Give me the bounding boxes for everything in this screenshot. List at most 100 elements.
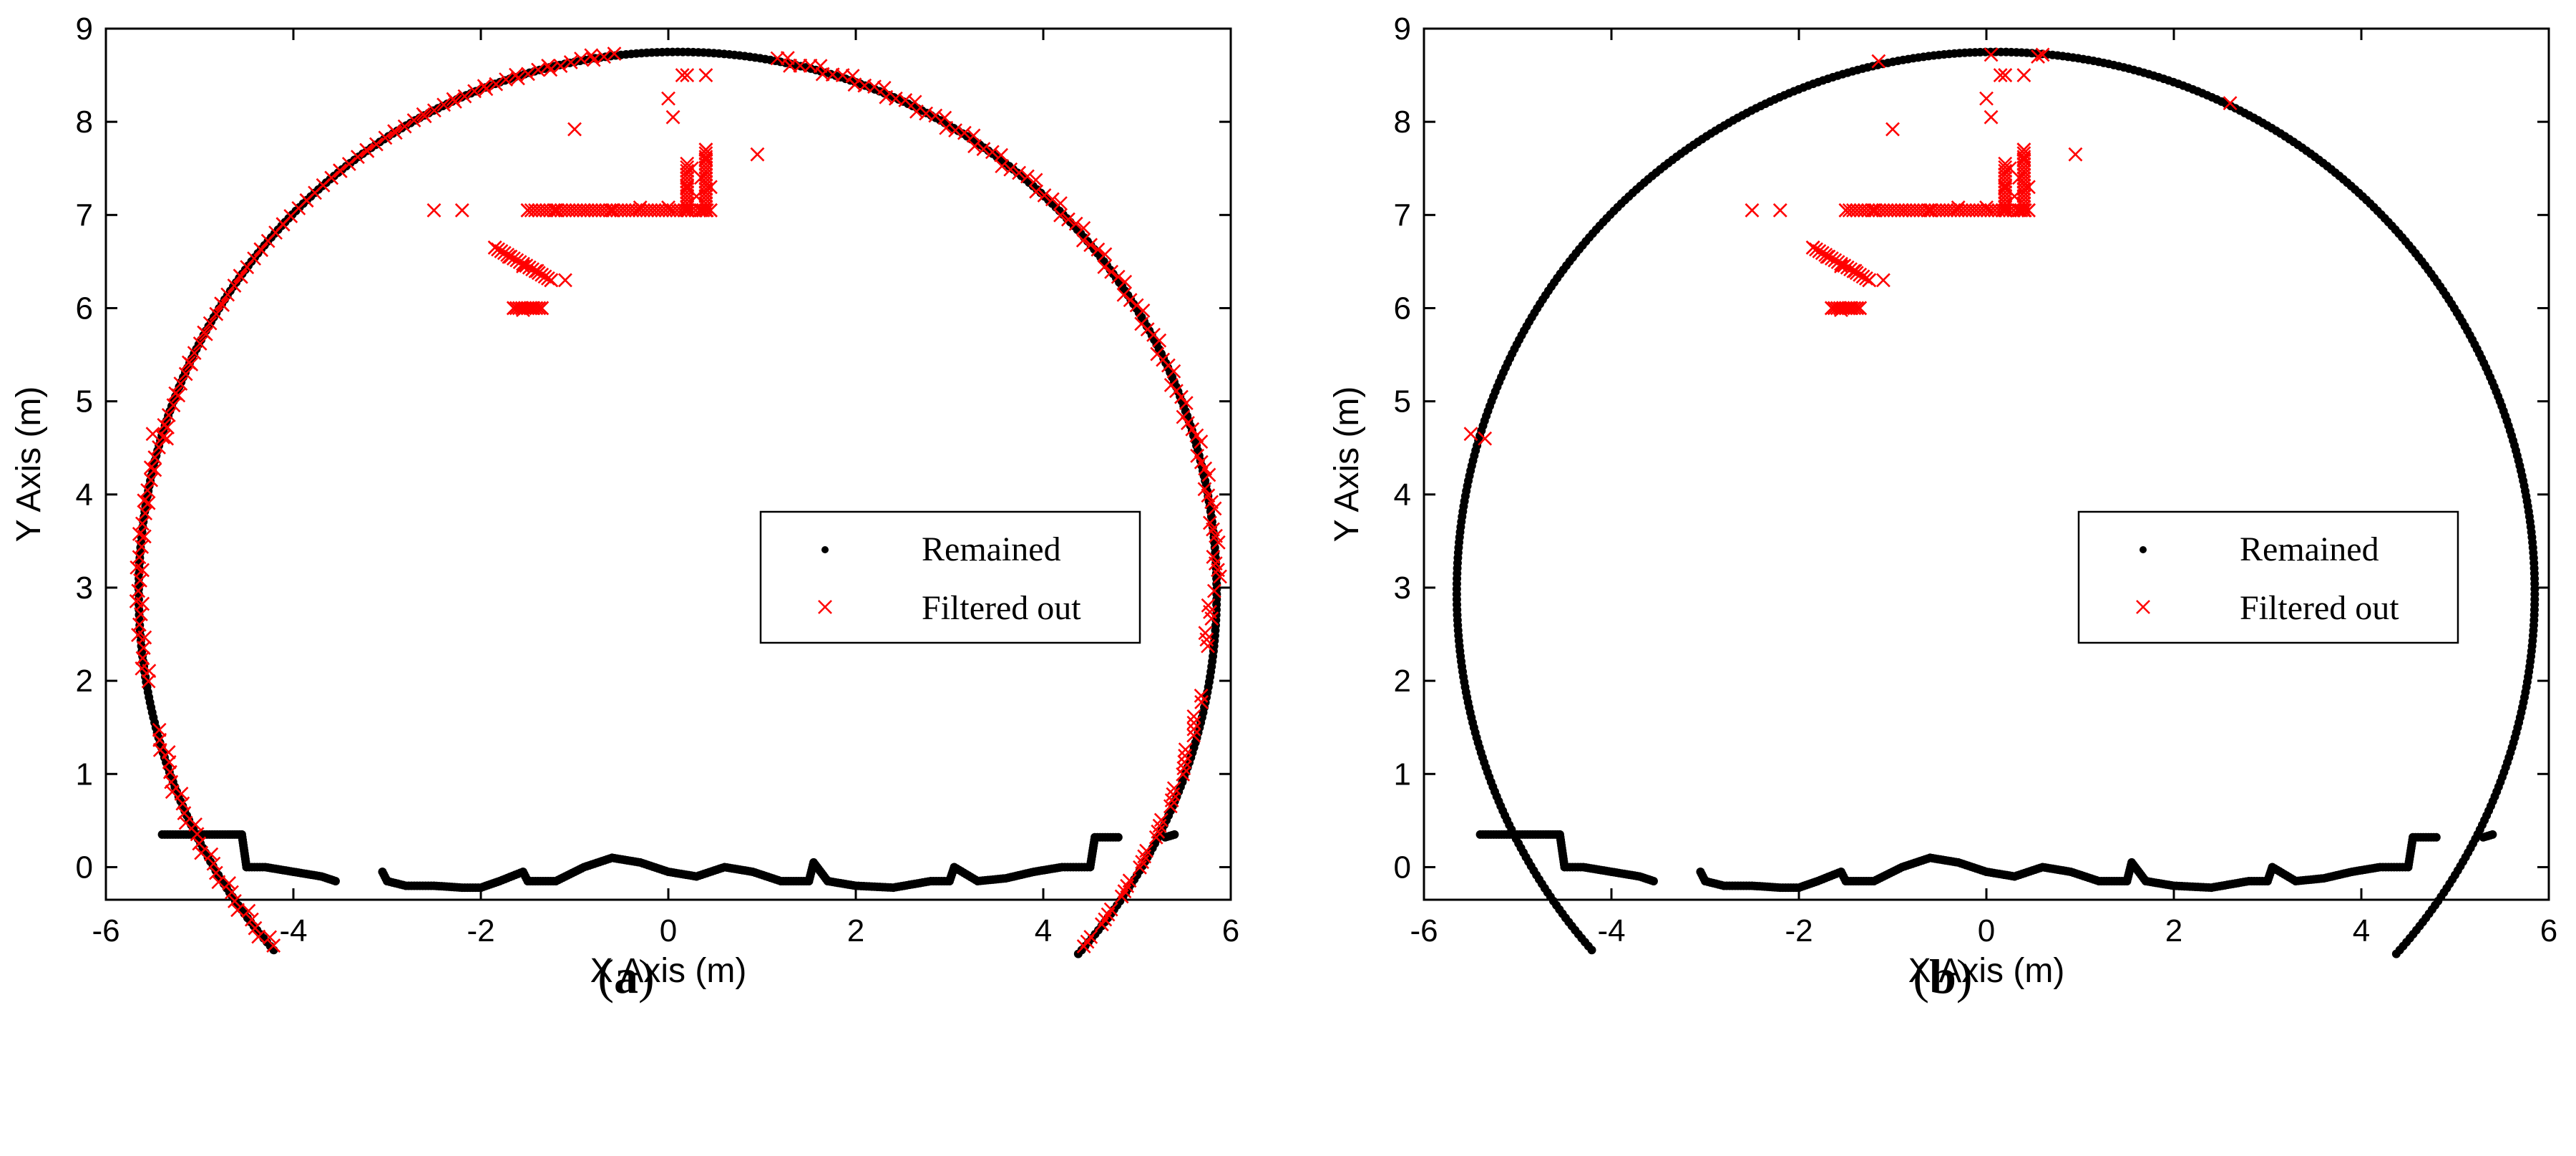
- filtered-out-point: [1076, 220, 1091, 235]
- filtered-out-point: [2016, 68, 2031, 82]
- filtered-out-point: [535, 301, 550, 316]
- filtered-out-point: [467, 84, 482, 99]
- x-tick-label: -6: [1410, 913, 1438, 948]
- legend: Remained Filtered out: [759, 510, 1141, 644]
- filtered-out-point: [698, 150, 713, 165]
- filtered-out-point: [698, 188, 713, 203]
- filtered-out-point: [1194, 689, 1209, 703]
- filtered-out-point: [1075, 233, 1091, 248]
- filtered-out-point: [793, 58, 808, 73]
- x-tick-label: -4: [279, 913, 307, 948]
- filtered-out-point: [1118, 274, 1133, 289]
- filtered-out-point: [230, 903, 245, 918]
- filtered-out-point: [1862, 273, 1877, 288]
- filtered-out-point: [1979, 91, 1994, 106]
- filtered-out-point: [698, 142, 713, 157]
- caption-b: (b): [1913, 949, 1973, 1004]
- filtered-out-point: [1178, 742, 1193, 757]
- filtered-out-point: [680, 156, 695, 171]
- filtered-out-point: [529, 301, 544, 316]
- filtered-out-point: [607, 47, 622, 61]
- filtered-out-point: [1104, 264, 1118, 279]
- filtered-out-point: [995, 159, 1010, 174]
- filtered-out-point: [1091, 242, 1106, 257]
- filtered-out-point: [140, 483, 155, 497]
- filtered-out-point: [1181, 416, 1195, 430]
- filtered-out-point: [597, 49, 611, 64]
- filtered-out-point: [1993, 68, 2008, 82]
- filtered-out-point: [2016, 146, 2031, 161]
- filtered-out-point: [416, 107, 431, 122]
- filtered-out-point: [166, 398, 181, 413]
- y-axis-label: Y Axis (m): [10, 387, 48, 543]
- filtered-out-point: [1097, 260, 1112, 274]
- filtered-out-point: [698, 160, 713, 175]
- filtered-out-point: [1998, 181, 2013, 196]
- filtered-out-point: [1984, 47, 1999, 62]
- plot-area-frame: [104, 27, 1232, 901]
- filtered-out-point: [937, 110, 952, 125]
- filtered-out-point: [2016, 199, 2031, 214]
- filtered-out-point: [1029, 184, 1044, 199]
- filtered-out-point: [1166, 787, 1181, 802]
- filtered-out-point: [675, 68, 690, 82]
- filtered-out-point: [541, 58, 556, 73]
- filtered-out-point: [680, 68, 695, 82]
- filtered-out-point: [1190, 448, 1205, 463]
- filtered-out-point: [680, 174, 695, 189]
- filtered-out-point: [160, 419, 175, 434]
- filtered-out-point: [680, 163, 695, 178]
- filtered-out-point: [387, 124, 401, 139]
- filtered-out-point: [1177, 754, 1192, 769]
- filtered-out-point: [1053, 196, 1068, 210]
- filtered-out-point: [351, 150, 365, 165]
- filtered-out-point: [1998, 167, 2013, 182]
- filtered-out-point: [220, 287, 235, 302]
- filtered-out-point: [426, 103, 441, 118]
- filtered-out-point: [698, 157, 713, 172]
- filtered-out-point: [1122, 873, 1137, 888]
- filtered-out-point: [436, 97, 452, 112]
- filtered-out-point: [1139, 843, 1153, 858]
- filtered-out-point: [698, 185, 713, 200]
- filtered-out-point: [1206, 550, 1221, 564]
- filtered-out-point: [553, 59, 568, 73]
- filtered-out-point: [228, 894, 242, 908]
- filtered-out-point: [378, 130, 393, 145]
- filtered-out-point: [143, 460, 158, 475]
- filtered-out-point: [1176, 761, 1191, 776]
- filtered-out-point: [248, 921, 263, 936]
- filtered-out-point: [499, 72, 513, 87]
- caption-a-label: a: [614, 949, 638, 1004]
- filtered-out-point: [1858, 271, 1873, 286]
- y-tick-label: 4: [1394, 477, 1411, 513]
- filtered-out-point: [165, 785, 180, 800]
- legend-label-remained: Remained: [2240, 530, 2379, 568]
- filtered-out-point: [698, 192, 713, 207]
- series-remained: [1452, 47, 2540, 958]
- filtered-out-point: [574, 52, 588, 66]
- filtered-out-point: [1847, 301, 1862, 316]
- filtered-out-point: [680, 195, 695, 210]
- caption-a: (a): [597, 949, 655, 1004]
- filtered-out-point: [985, 145, 1000, 160]
- plot-area-frame: [1423, 27, 2550, 901]
- x-tick-label: -2: [1785, 913, 1813, 948]
- filtered-out-point: [489, 77, 504, 92]
- filtered-out-point: [241, 903, 256, 918]
- y-tick-label: 8: [1394, 105, 1411, 140]
- filtered-out-point: [2016, 182, 2031, 196]
- filtered-out-point: [680, 199, 695, 214]
- remained-point: [1170, 830, 1179, 839]
- filtered-out-point: [1463, 427, 1478, 442]
- filtered-out-point: [359, 142, 374, 157]
- filtered-out-point: [1037, 188, 1052, 203]
- filtered-out-point: [1186, 709, 1201, 724]
- filtered-out-point: [147, 462, 162, 477]
- filtered-out-point: [1123, 293, 1138, 308]
- remained-point: [2488, 830, 2497, 839]
- series-remained: [134, 47, 1221, 958]
- filtered-out-point: [1998, 170, 2013, 185]
- y-tick-label: 2: [1394, 664, 1411, 699]
